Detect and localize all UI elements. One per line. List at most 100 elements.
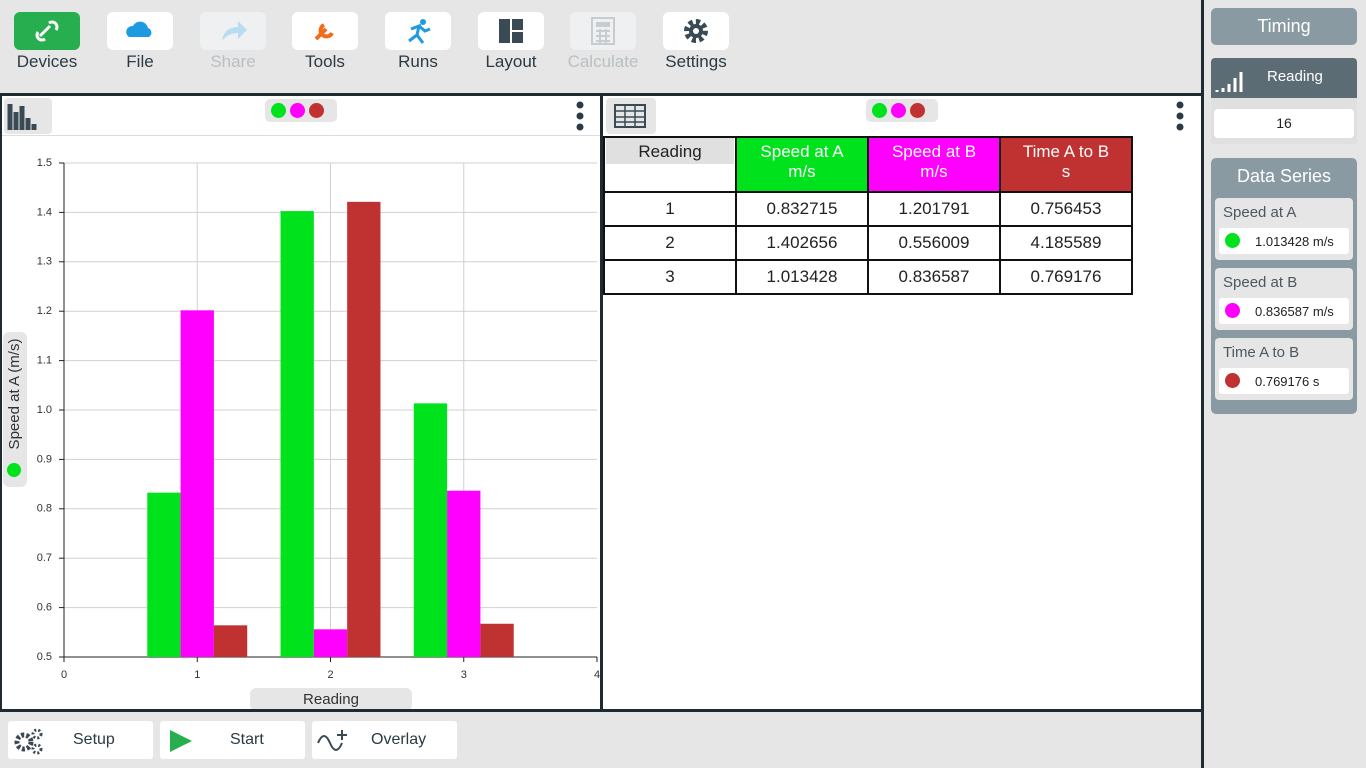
setup-button[interactable]: Setup bbox=[8, 721, 153, 759]
table-row: 2 1.402656 0.556009 4.185589 bbox=[603, 225, 1133, 261]
table-cell: 0.556009 bbox=[867, 225, 1001, 261]
button-label: File bbox=[126, 52, 154, 71]
calculate-button bbox=[570, 12, 636, 50]
series-name: Time A to B bbox=[1223, 344, 1300, 361]
series-name: Speed at A bbox=[1223, 204, 1297, 221]
y-label-dot bbox=[7, 463, 21, 477]
menu[interactable] bbox=[574, 100, 586, 134]
y-tick-label: 0.7 bbox=[37, 552, 52, 564]
runs-button[interactable] bbox=[385, 12, 451, 50]
bar bbox=[280, 211, 314, 657]
series-dot bbox=[1225, 233, 1240, 248]
bar bbox=[213, 625, 248, 657]
table-cell: 0.769176 bbox=[999, 259, 1133, 295]
button-label: Overlay bbox=[371, 731, 427, 748]
table-cell: 1 bbox=[603, 191, 737, 227]
bar bbox=[480, 623, 514, 657]
tools-button[interactable] bbox=[292, 12, 358, 50]
bar bbox=[347, 201, 381, 657]
legend-dot bbox=[872, 103, 887, 118]
series-item[interactable]: Speed at A 1.013428 m/s bbox=[1215, 198, 1353, 260]
legend-dot bbox=[891, 103, 906, 118]
file-button[interactable] bbox=[107, 12, 173, 50]
menu[interactable] bbox=[1174, 100, 1186, 134]
x-axis-label: Reading bbox=[303, 691, 359, 708]
y-tick-label: 0.5 bbox=[37, 651, 52, 663]
series-value-box: 1.013428 m/s bbox=[1219, 228, 1349, 254]
button-label: Runs bbox=[398, 52, 438, 71]
button-label: Setup bbox=[73, 731, 115, 748]
divider bbox=[600, 96, 603, 711]
timing-button[interactable]: Timing bbox=[1211, 8, 1357, 45]
table-cell: 1.201791 bbox=[867, 191, 1001, 227]
header-unit: m/s bbox=[788, 162, 816, 181]
start-button[interactable]: Start bbox=[160, 721, 305, 759]
bar bbox=[447, 490, 481, 657]
legend-dot bbox=[309, 103, 324, 118]
y-label-box bbox=[3, 332, 27, 487]
series-value: 0.836587 m/s bbox=[1255, 304, 1334, 319]
button-label: Settings bbox=[665, 52, 727, 71]
x-tick-label: 4 bbox=[594, 669, 600, 681]
settings-button[interactable] bbox=[663, 12, 729, 50]
header-unit: m/s bbox=[920, 162, 948, 181]
series-value-box: 0.769176 s bbox=[1219, 368, 1349, 394]
series-number: 0.836587 bbox=[1255, 304, 1310, 319]
series-unit: s bbox=[1312, 374, 1320, 389]
legend[interactable] bbox=[265, 99, 337, 122]
x-tick-label: 3 bbox=[461, 669, 467, 681]
y-tick-label: 1.1 bbox=[37, 355, 52, 367]
bar bbox=[413, 403, 448, 657]
mode-tab[interactable]: Reading bbox=[1211, 58, 1357, 98]
series-dot bbox=[1225, 303, 1240, 318]
y-tick-label: 0.9 bbox=[37, 453, 52, 465]
legend[interactable] bbox=[866, 99, 938, 122]
y-axis-label: Speed at A (m/s) bbox=[6, 339, 23, 450]
chart: Reading Speed at A (m/s) 0.5 0.6 0.7 0.8 0.9… bbox=[3, 157, 600, 711]
share-button bbox=[200, 12, 266, 50]
y-tick-label: 1.0 bbox=[37, 404, 52, 416]
series-unit: m/s bbox=[1312, 304, 1334, 319]
separator bbox=[2, 135, 600, 136]
bar bbox=[180, 310, 214, 657]
y-tick-label: 0.8 bbox=[37, 503, 52, 515]
button-label: Devices bbox=[16, 52, 78, 71]
mode-value: 16 bbox=[1214, 109, 1354, 138]
header-text: Time A to B bbox=[1022, 142, 1110, 161]
series-item[interactable]: Time A to B 0.769176 s bbox=[1215, 338, 1353, 400]
series-item[interactable]: Speed at B 0.836587 m/s bbox=[1215, 268, 1353, 330]
devices-button[interactable] bbox=[14, 12, 80, 50]
header-text: Reading bbox=[606, 138, 734, 164]
table-cell: 0.832715 bbox=[735, 191, 869, 227]
layout-button[interactable] bbox=[478, 12, 544, 50]
table-cell: 1.402656 bbox=[735, 225, 869, 261]
series-name: Speed at B bbox=[1223, 274, 1298, 291]
button-label: Tools bbox=[305, 52, 345, 71]
overlay-button[interactable]: Overlay bbox=[312, 721, 457, 759]
button-label: Start bbox=[230, 731, 264, 748]
series-value-box: 0.836587 m/s bbox=[1219, 298, 1349, 324]
table-row: 3 1.013428 0.836587 0.769176 bbox=[603, 259, 1133, 295]
table-cell: 2 bbox=[603, 225, 737, 261]
series-number: 1.013428 bbox=[1255, 234, 1310, 249]
graph-icon[interactable] bbox=[4, 98, 52, 134]
table-icon[interactable] bbox=[606, 98, 656, 134]
table-cell: 1.013428 bbox=[735, 259, 869, 295]
series-unit: m/s bbox=[1312, 234, 1334, 249]
y-tick-label: 0.6 bbox=[37, 602, 52, 614]
bar bbox=[313, 629, 348, 657]
series-title: Data Series bbox=[1236, 166, 1332, 186]
series-number: 0.769176 bbox=[1255, 374, 1310, 389]
table-cell: 3 bbox=[603, 259, 737, 295]
header-text: Speed at A bbox=[760, 142, 844, 161]
legend-dot bbox=[290, 103, 305, 118]
y-tick-label: 1.5 bbox=[37, 157, 52, 169]
legend-dot bbox=[271, 103, 286, 118]
button-label: Share bbox=[210, 52, 256, 71]
